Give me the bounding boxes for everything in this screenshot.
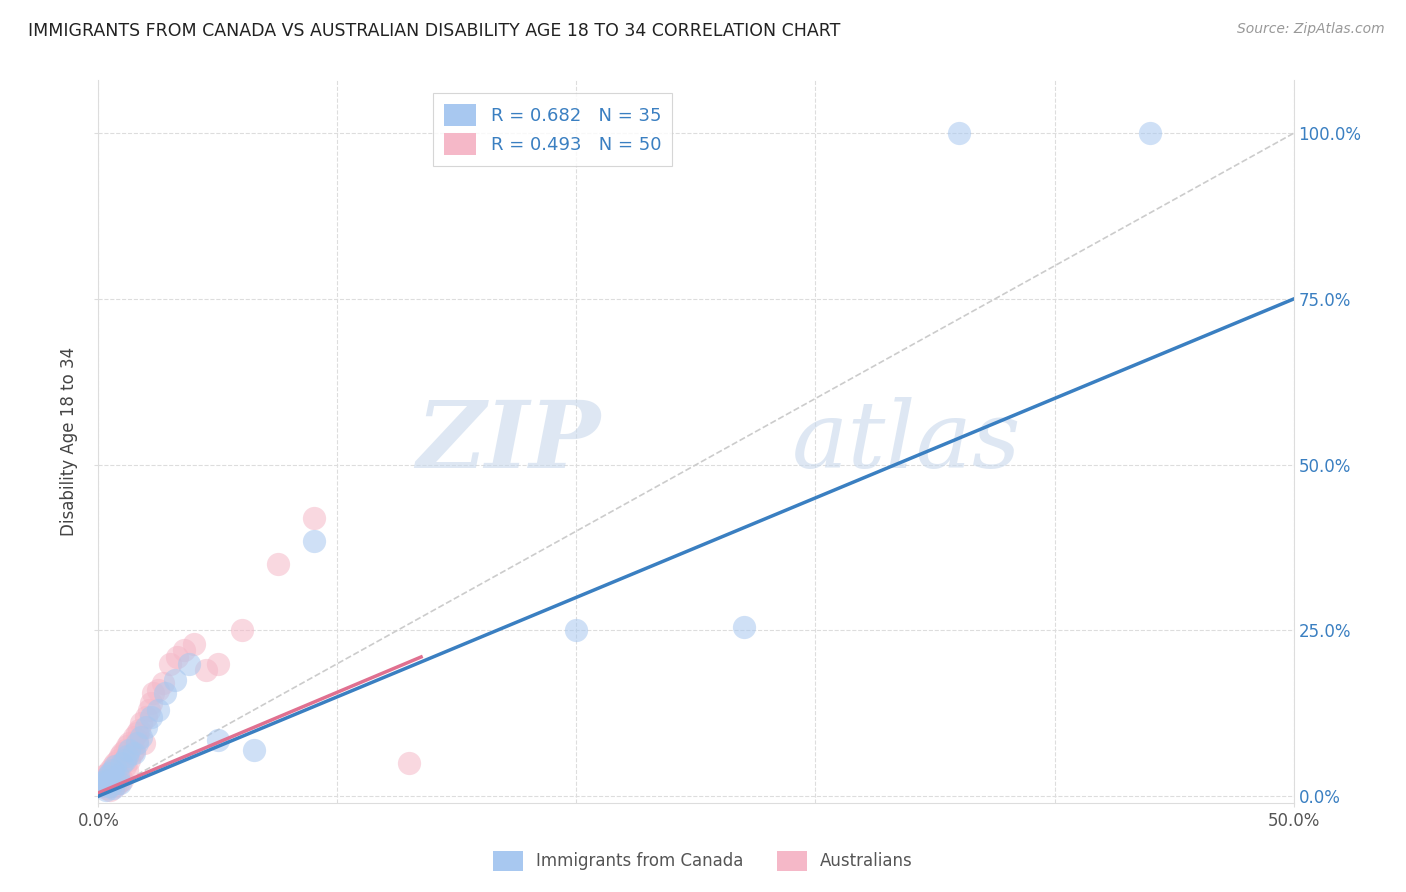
Point	[101, 763, 124, 777]
Text: atlas: atlas	[792, 397, 1021, 486]
Point	[98, 779, 122, 793]
Y-axis label: Disability Age 18 to 34: Disability Age 18 to 34	[60, 347, 79, 536]
Point	[163, 673, 186, 688]
Point	[159, 657, 181, 671]
Point	[152, 676, 174, 690]
Point	[179, 657, 201, 671]
Point	[125, 726, 148, 740]
Point	[183, 637, 205, 651]
Point	[94, 782, 117, 797]
Point	[98, 782, 122, 797]
Point	[101, 781, 124, 796]
Point	[118, 743, 141, 757]
Point	[267, 557, 290, 571]
Point	[948, 126, 970, 140]
Point	[131, 716, 153, 731]
Point	[108, 749, 131, 764]
Point	[111, 746, 134, 760]
Point	[139, 709, 162, 723]
Point	[114, 743, 136, 757]
Point	[98, 763, 122, 777]
Point	[124, 730, 146, 744]
Point	[111, 772, 134, 787]
Point	[97, 766, 120, 780]
Point	[104, 759, 127, 773]
Point	[135, 709, 157, 723]
Point	[148, 703, 170, 717]
Point	[108, 776, 131, 790]
Point	[139, 697, 162, 711]
Point	[104, 779, 127, 793]
Point	[91, 774, 114, 789]
Point	[132, 736, 155, 750]
Point	[302, 510, 325, 524]
Text: Source: ZipAtlas.com: Source: ZipAtlas.com	[1237, 22, 1385, 37]
Point	[138, 703, 160, 717]
Point	[398, 756, 420, 770]
Point	[115, 763, 138, 777]
Point	[90, 772, 112, 787]
Legend: Immigrants from Canada, Australians: Immigrants from Canada, Australians	[485, 842, 921, 880]
Point	[195, 663, 218, 677]
Point	[142, 686, 165, 700]
Point	[135, 720, 157, 734]
Point	[107, 753, 129, 767]
Point	[1139, 126, 1161, 140]
Point	[94, 772, 117, 787]
Point	[111, 756, 134, 770]
Point	[104, 772, 127, 787]
Point	[124, 746, 146, 760]
Text: IMMIGRANTS FROM CANADA VS AUSTRALIAN DISABILITY AGE 18 TO 34 CORRELATION CHART: IMMIGRANTS FROM CANADA VS AUSTRALIAN DIS…	[28, 22, 841, 40]
Point	[115, 739, 138, 754]
Point	[115, 749, 138, 764]
Point	[155, 686, 177, 700]
Point	[128, 723, 150, 737]
Legend: R = 0.682   N = 35, R = 0.493   N = 50: R = 0.682 N = 35, R = 0.493 N = 50	[433, 93, 672, 166]
Point	[243, 743, 266, 757]
Point	[94, 781, 117, 796]
Point	[125, 732, 148, 747]
Point	[118, 736, 141, 750]
Point	[101, 759, 124, 773]
Text: ZIP: ZIP	[416, 397, 600, 486]
Point	[107, 769, 129, 783]
Point	[91, 779, 114, 793]
Point	[94, 774, 117, 789]
Point	[114, 753, 136, 767]
Point	[124, 743, 146, 757]
Point	[302, 533, 325, 548]
Point	[131, 730, 153, 744]
Point	[107, 776, 129, 790]
Point	[97, 776, 120, 790]
Point	[125, 736, 148, 750]
Point	[207, 732, 229, 747]
Point	[97, 776, 120, 790]
Point	[104, 756, 127, 770]
Point	[231, 624, 253, 638]
Point	[565, 624, 588, 638]
Point	[90, 777, 112, 791]
Point	[207, 657, 229, 671]
Point	[148, 683, 170, 698]
Point	[98, 766, 122, 780]
Point	[121, 746, 143, 760]
Point	[114, 759, 136, 773]
Point	[108, 769, 131, 783]
Point	[90, 779, 112, 793]
Point	[733, 620, 755, 634]
Point	[101, 772, 124, 787]
Point	[97, 769, 120, 783]
Point	[118, 753, 141, 767]
Point	[91, 769, 114, 783]
Point	[91, 777, 114, 791]
Point	[173, 643, 195, 657]
Point	[166, 650, 188, 665]
